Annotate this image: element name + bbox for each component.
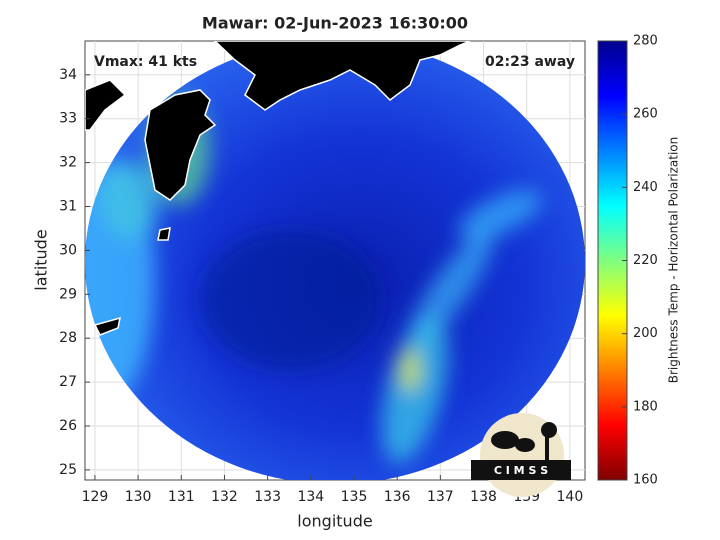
annotation: 02:23 away <box>485 54 575 70</box>
x-tick-label: 137 <box>427 489 454 505</box>
colorbar-tick-label: 160 <box>633 473 658 488</box>
colorbar-tick-label: 180 <box>633 399 658 414</box>
x-tick-label: 134 <box>297 489 324 505</box>
y-tick-label: 31 <box>59 199 77 215</box>
y-tick-label: 34 <box>59 67 77 83</box>
y-tick-label: 28 <box>59 330 77 346</box>
x-tick-label: 130 <box>125 489 152 505</box>
y-tick-label: 32 <box>59 155 77 171</box>
colorbar-tick-label: 280 <box>633 34 658 49</box>
x-tick-label: 136 <box>384 489 411 505</box>
annotation: Vmax: 41 kts <box>94 54 197 70</box>
colorbar-tick-label: 220 <box>633 253 658 268</box>
colorbar-tick-label: 260 <box>633 107 658 122</box>
y-tick-label: 30 <box>59 242 77 258</box>
logo-text: C I M S S <box>494 464 548 477</box>
x-tick-label: 138 <box>470 489 497 505</box>
y-tick-label: 33 <box>59 111 77 127</box>
y-tick-label: 29 <box>59 286 77 302</box>
x-tick-label: 132 <box>211 489 238 505</box>
x-tick-label: 131 <box>168 489 195 505</box>
colorbar-tick-label: 200 <box>633 326 658 341</box>
swath <box>85 41 585 480</box>
x-tick-label: 135 <box>341 489 368 505</box>
x-axis-label: longitude <box>297 512 372 531</box>
x-tick-label: 129 <box>82 489 109 505</box>
logo: C I M S S <box>471 413 571 497</box>
y-tick-label: 25 <box>59 462 77 478</box>
colorbar-label: Brightness Temp - Horizontal Polarizatio… <box>667 137 681 384</box>
colorbar-tick-label: 240 <box>633 180 658 195</box>
x-tick-label: 133 <box>254 489 281 505</box>
x-tick-label: 140 <box>557 489 584 505</box>
y-axis-label: latitude <box>32 229 51 290</box>
y-tick-label: 27 <box>59 374 77 390</box>
chart-title: Mawar: 02-Jun-2023 16:30:00 <box>202 14 468 33</box>
y-tick-label: 26 <box>59 418 77 434</box>
